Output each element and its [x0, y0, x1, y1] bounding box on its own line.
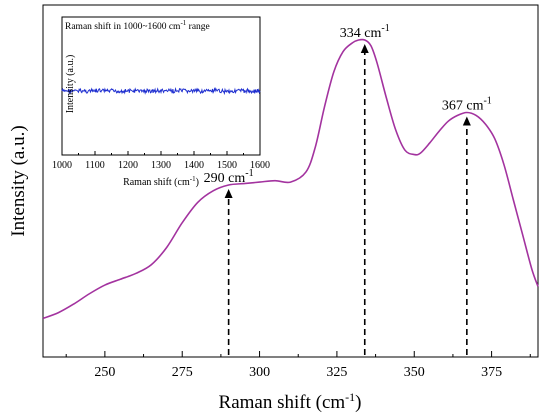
peak-label-290: 290 cm-1 — [204, 168, 254, 186]
peak-annotation-290: 290 cm-1 — [204, 168, 254, 355]
peak-annotation-334: 334 cm-1 — [340, 23, 390, 355]
inset-x-tick-label-1000: 1000 — [52, 160, 72, 171]
inset-x-ticks — [61, 151, 261, 155]
main-x-axis-title: Raman shift (cm-1) — [219, 390, 362, 413]
main-x-tick-label-325: 325 — [326, 365, 347, 380]
inset-x-tick-label-1500: 1500 — [217, 160, 237, 171]
peak-annotations: 290 cm-1 334 cm-1 367 cm-1 — [204, 23, 492, 355]
main-x-tick-labels: 250 275 300 325 350 375 — [94, 365, 502, 380]
peak-arrow-head — [360, 44, 369, 53]
main-x-tick-label-275: 275 — [172, 365, 193, 380]
peak-annotation-367: 367 cm-1 — [442, 96, 492, 355]
inset-x-tick-label-1200: 1200 — [118, 160, 138, 171]
main-x-tick-label-375: 375 — [481, 365, 502, 380]
inset-x-tick-label-1600: 1600 — [250, 160, 270, 171]
main-y-axis-title: Intensity (a.u.) — [8, 125, 29, 236]
inset-x-axis-title: Raman shift (cm-1) — [123, 175, 199, 188]
main-plot-frame — [42, 4, 539, 358]
main-series-line — [42, 38, 539, 320]
inset-series-line — [61, 87, 261, 96]
inset-plot-frame — [61, 16, 261, 156]
inset-x-tick-label-1100: 1100 — [85, 160, 105, 171]
main-x-tick-label-250: 250 — [94, 365, 115, 380]
peak-label-334: 334 cm-1 — [340, 23, 390, 41]
inset-x-tick-label-1300: 1300 — [151, 160, 171, 171]
peak-arrow-head — [224, 189, 233, 198]
inset-y-axis-title: Intensity (a.u.) — [65, 55, 76, 114]
peak-label-367: 367 cm-1 — [442, 96, 492, 114]
inset-title: Raman shift in 1000~1600 cm-1 range — [65, 19, 210, 32]
inset-x-tick-labels: 1000 1100 1200 1300 1400 1500 1600 — [52, 160, 270, 171]
main-x-ticks — [65, 351, 531, 357]
peak-arrow-head — [462, 116, 471, 126]
main-x-tick-label-350: 350 — [404, 365, 425, 380]
main-x-tick-label-300: 300 — [249, 365, 270, 380]
inset-x-tick-label-1400: 1400 — [184, 160, 204, 171]
